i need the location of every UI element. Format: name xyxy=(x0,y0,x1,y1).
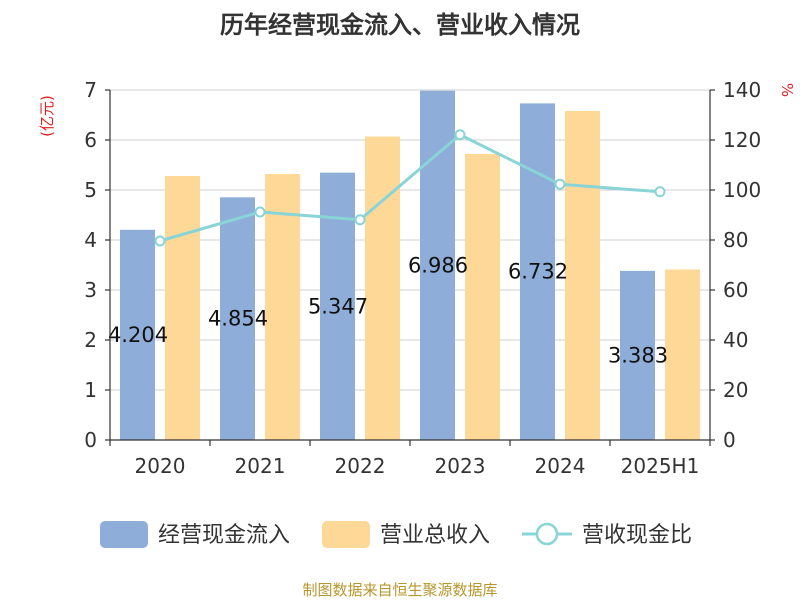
bar-cash-inflow xyxy=(520,103,555,441)
chart-title: 历年经营现金流入、营业收入情况 xyxy=(220,11,580,39)
right-tick-label: 80 xyxy=(723,228,748,252)
ratio-point xyxy=(654,186,666,198)
bar-data-label: 4.854 xyxy=(208,307,268,331)
bar-data-label: 4.204 xyxy=(108,323,168,347)
bars xyxy=(120,90,700,441)
legend-swatch xyxy=(322,521,370,548)
legend: 经营现金流入 营业总收入 营收现金比 xyxy=(100,521,692,548)
ratio-point xyxy=(554,178,566,190)
bar-revenue xyxy=(165,176,200,440)
axes: 0 1 2 3 4 5 6 7 0 20 40 60 80 100 120 140 2020 2021 2022 20… xyxy=(84,78,761,478)
legend-label: 营业总收入 xyxy=(380,523,490,548)
x-tick-label: 2021 xyxy=(235,454,286,478)
ratio-point xyxy=(154,235,166,247)
ratio-line-path xyxy=(159,132,661,243)
right-tick-label: 0 xyxy=(723,428,736,452)
bar-revenue xyxy=(365,136,400,440)
bar-revenue xyxy=(665,269,700,440)
left-tick-label: 3 xyxy=(84,278,97,302)
left-tick-label: 2 xyxy=(84,328,97,352)
x-tick-label: 2020 xyxy=(135,454,186,478)
bar-revenue xyxy=(265,174,300,440)
right-tick-label: 140 xyxy=(723,78,761,102)
left-tick-label: 6 xyxy=(84,128,97,152)
x-tick-label: 2024 xyxy=(535,454,586,478)
ratio-point xyxy=(354,214,366,226)
legend-swatch xyxy=(100,521,148,548)
right-axis-unit: % xyxy=(778,83,796,97)
left-axis-unit: (亿元) xyxy=(38,95,56,137)
x-tick-label: 2023 xyxy=(435,454,486,478)
bar-data-label: 6.986 xyxy=(408,253,468,277)
left-tick-label: 5 xyxy=(84,178,97,202)
x-tick-label: 2025H1 xyxy=(621,454,700,478)
bar-revenue xyxy=(465,154,500,440)
left-tick-label: 0 xyxy=(84,428,97,452)
right-tick-label: 100 xyxy=(723,178,761,202)
gridlines xyxy=(110,89,710,391)
bar-cash-inflow xyxy=(420,90,455,440)
left-tick-label: 1 xyxy=(84,378,97,402)
legend-marker xyxy=(535,522,559,546)
bar-data-label: 3.383 xyxy=(608,343,668,367)
ratio-line xyxy=(154,129,666,247)
legend-label: 经营现金流入 xyxy=(158,523,290,548)
source-note: 制图数据来自恒生聚源数据库 xyxy=(302,581,497,599)
bar-cash-inflow xyxy=(220,197,255,440)
bar-cash-inflow xyxy=(120,229,155,440)
bar-revenue xyxy=(565,111,600,440)
legend-label: 营收现金比 xyxy=(582,523,692,548)
ratio-point xyxy=(454,129,466,141)
left-tick-label: 4 xyxy=(84,228,97,252)
right-tick-label: 120 xyxy=(723,128,761,152)
bar-data-label: 6.732 xyxy=(508,260,568,284)
bar-data-label: 5.347 xyxy=(308,294,368,318)
right-tick-label: 40 xyxy=(723,328,748,352)
bar-cash-inflow xyxy=(620,270,655,440)
right-tick-label: 60 xyxy=(723,278,748,302)
ratio-point xyxy=(254,206,266,218)
left-tick-label: 7 xyxy=(84,78,97,102)
x-tick-label: 2022 xyxy=(335,454,386,478)
data-labels: 4.204 4.854 5.347 6.986 6.732 3.383 xyxy=(108,253,668,367)
right-tick-label: 20 xyxy=(723,378,748,402)
